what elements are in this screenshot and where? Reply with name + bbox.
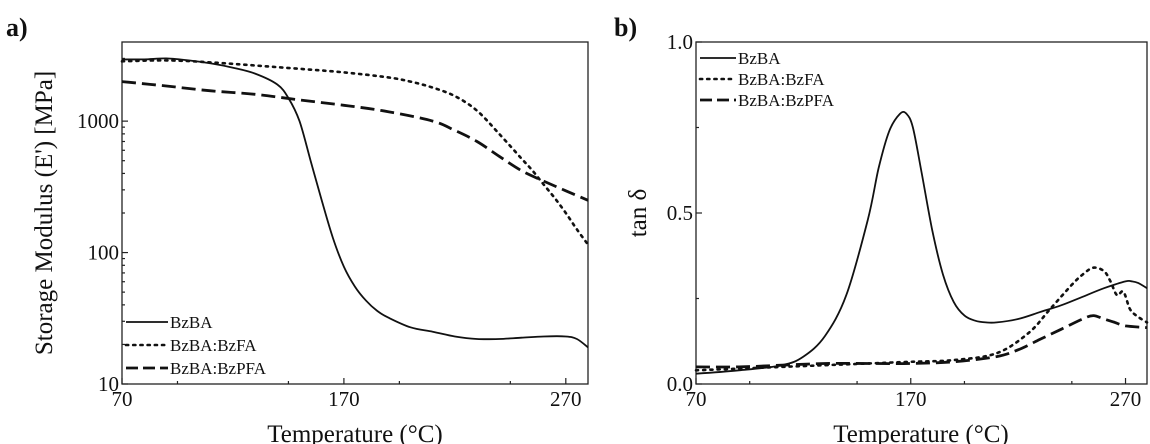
panel-b: b) 70 170 270 0.0 0.5 1.0 BzBA BzBA:BzFA BzBA:B… <box>614 13 1149 444</box>
panel-a-legend: BzBA BzBA:BzFA BzBA:BzPFA <box>124 313 267 378</box>
panel-b-ticks: 70 170 270 0.0 0.5 1.0 <box>667 30 1142 411</box>
panel-b-x-axis-title: Temperature (°C) <box>833 421 1009 444</box>
panel-a-y-axis-title: Storage Modulus (E') [MPa] <box>31 71 58 355</box>
panel-a-series <box>120 57 590 349</box>
panel-a-x-tick-label: 170 <box>328 387 360 411</box>
panel-b-series-bzba-bzfa-line <box>694 266 1149 372</box>
panel-a-x-axis-title: Temperature (°C) <box>267 421 443 444</box>
panel-b-series-bzba-bzpfa-line <box>695 314 1148 369</box>
panel-a-y-tick-label: 10 <box>98 372 119 396</box>
panel-a-y-tick-label: 100 <box>88 241 120 265</box>
panel-a-x-tick-label: 270 <box>550 387 582 411</box>
panel-b-x-tick-label: 270 <box>1110 387 1142 411</box>
panel-a: a) 70 170 270 10 100 1000 BzBA BzBA:BzFA BzBA:B… <box>6 13 590 444</box>
panel-b-legend-label: BzBA <box>738 49 781 68</box>
panel-a-label: a) <box>6 13 28 42</box>
panel-a-y-tick-label: 1000 <box>77 109 119 133</box>
panel-b-y-tick-label: 0.0 <box>667 372 693 396</box>
panel-b-x-tick-label: 70 <box>686 387 707 411</box>
panel-a-x-tick-label: 70 <box>112 387 133 411</box>
panel-a-series-bzba-bzpfa-line <box>121 80 589 202</box>
panel-a-plot-frame <box>121 41 589 385</box>
panel-b-series <box>694 110 1149 375</box>
panel-b-label: b) <box>614 13 637 42</box>
panel-a-legend-label: BzBA <box>170 313 213 332</box>
panel-a-legend-label: BzBA:BzPFA <box>170 359 267 378</box>
panel-b-legend: BzBA BzBA:BzFA BzBA:BzPFA <box>698 49 835 110</box>
panel-b-x-tick-label: 170 <box>895 387 927 411</box>
panel-b-y-axis-title: tan δ <box>625 189 652 238</box>
panel-b-legend-label: BzBA:BzFA <box>738 70 825 89</box>
panel-b-legend-label: BzBA:BzPFA <box>738 91 835 110</box>
panel-b-y-tick-label: 0.5 <box>667 201 693 225</box>
panel-b-series-bzba-line <box>695 110 1148 375</box>
panel-a-legend-label: BzBA:BzFA <box>170 336 257 355</box>
panel-b-y-tick-label: 1.0 <box>667 30 693 54</box>
panel-a-series-bzba-line <box>121 57 589 349</box>
panel-a-ticks: 70 170 270 10 100 1000 <box>77 57 582 411</box>
